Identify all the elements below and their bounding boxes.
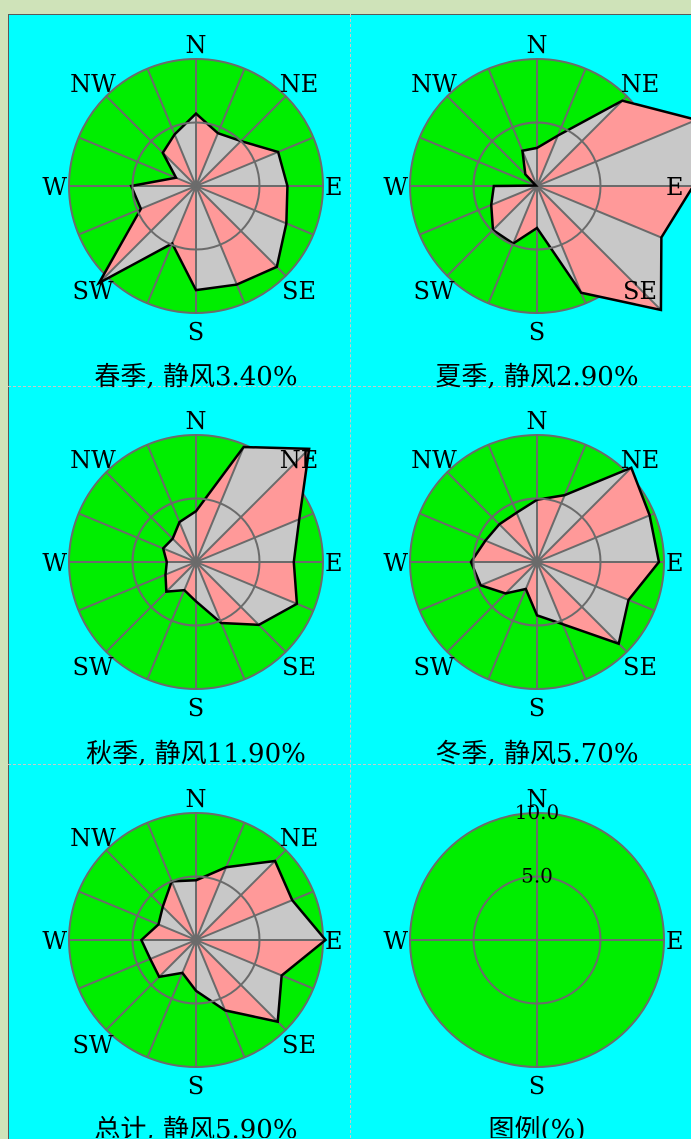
direction-label-n: N (527, 407, 548, 435)
direction-label-se: SE (623, 277, 657, 305)
direction-label-sw: SW (72, 653, 113, 681)
chart-caption: 总计, 静风5.90% (94, 1115, 297, 1138)
direction-label-nw: NW (70, 446, 116, 474)
direction-label-n: N (186, 407, 207, 435)
direction-label-w: W (383, 927, 408, 955)
direction-label-nw: NW (70, 824, 116, 852)
direction-label-ne: NE (621, 446, 660, 474)
direction-label-e: E (325, 173, 343, 201)
direction-label-e: E (666, 173, 684, 201)
direction-label-n: N (527, 785, 548, 813)
direction-label-ne: NE (280, 824, 319, 852)
direction-label-se: SE (282, 1031, 316, 1059)
direction-label-s: S (188, 694, 204, 722)
direction-label-n: N (186, 31, 207, 59)
legend-rose (410, 813, 664, 1067)
direction-label-n: N (186, 785, 207, 813)
chart-caption: 冬季, 静风5.70% (435, 739, 638, 769)
direction-label-e: E (325, 927, 343, 955)
direction-label-w: W (42, 173, 67, 201)
direction-label-sw: SW (413, 653, 454, 681)
chart-caption: 图例(%) (489, 1115, 586, 1138)
direction-label-se: SE (282, 277, 316, 305)
direction-label-nw: NW (411, 70, 457, 98)
direction-label-s: S (188, 1072, 204, 1100)
direction-label-nw: NW (411, 446, 457, 474)
direction-label-sw: SW (413, 277, 454, 305)
direction-label-n: N (527, 31, 548, 59)
direction-label-e: E (325, 549, 343, 577)
direction-label-s: S (188, 318, 204, 346)
direction-label-ne: NE (280, 70, 319, 98)
direction-label-w: W (42, 549, 67, 577)
direction-label-sw: SW (72, 277, 113, 305)
direction-label-w: W (383, 549, 408, 577)
ring-label: 5.0 (521, 864, 553, 888)
direction-label-s: S (529, 694, 545, 722)
chart-caption: 夏季, 静风2.90% (435, 362, 638, 392)
direction-label-se: SE (282, 653, 316, 681)
chart-caption: 春季, 静风3.40% (94, 362, 297, 392)
direction-label-ne: NE (621, 70, 660, 98)
direction-label-w: W (383, 173, 408, 201)
direction-label-w: W (42, 927, 67, 955)
direction-label-s: S (529, 1072, 545, 1100)
direction-label-e: E (666, 549, 684, 577)
chart-caption: 秋季, 静风11.90% (86, 739, 306, 769)
direction-label-nw: NW (70, 70, 116, 98)
direction-label-sw: SW (72, 1031, 113, 1059)
direction-label-s: S (529, 318, 545, 346)
direction-label-e: E (666, 927, 684, 955)
direction-label-se: SE (623, 653, 657, 681)
direction-label-ne: NE (280, 446, 319, 474)
